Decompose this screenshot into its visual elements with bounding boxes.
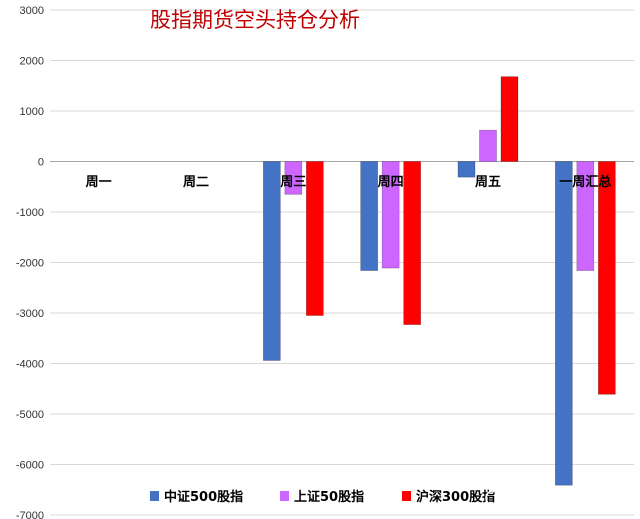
legend-swatch [280, 491, 289, 501]
chart-title: 股指期货空头持仓分析 [150, 8, 360, 32]
category-label: 周五 [475, 175, 501, 190]
watermark: 雪球：冯晓宁 [485, 490, 596, 508]
y-tick-label: -4000 [16, 359, 44, 371]
y-tick-label: -1000 [16, 207, 44, 219]
bar-1-6 [555, 161, 573, 486]
legend: 中证500股指 上证50股指 沪深300股指 [150, 489, 495, 505]
y-tick-label: 1000 [20, 106, 44, 118]
grid-lines [50, 9, 634, 516]
y-tick-label: 3000 [20, 5, 44, 17]
legend-swatch [150, 491, 159, 501]
y-tick-label: -5000 [16, 409, 44, 421]
legend-swatch [402, 491, 411, 501]
bar-2-6 [576, 161, 595, 271]
y-tick-label: -2000 [16, 258, 44, 270]
bar-2-3 [284, 161, 303, 195]
bar-3-4 [403, 161, 421, 325]
bar-3-6 [598, 161, 616, 395]
category-labels: 周一 周二 周三 周四 周五 一周汇总 [86, 174, 612, 190]
bar-1-4 [360, 161, 378, 271]
bars [263, 76, 616, 486]
legend-label: 上证50股指 [294, 489, 364, 505]
y-tick-label: 2000 [20, 56, 44, 68]
category-label: 周二 [183, 175, 209, 190]
bar-2-5 [479, 129, 497, 162]
bar-2-4 [381, 161, 400, 269]
legend-label: 沪深300股指 [416, 489, 495, 505]
bar-1-5 [457, 161, 476, 178]
bar-3-5 [500, 76, 519, 162]
watermark-logo-icon [485, 490, 501, 506]
y-tick-label: -7000 [16, 510, 44, 519]
y-tick-label: -3000 [16, 308, 44, 320]
category-label: 周三 [280, 175, 306, 190]
bar-3-3 [306, 161, 324, 316]
legend-label: 中证500股指 [164, 489, 243, 505]
y-tick-label: -6000 [16, 460, 44, 472]
category-label: 周四 [378, 175, 404, 190]
category-label: 周一 [86, 175, 112, 190]
category-label: 一周汇总 [559, 174, 611, 190]
y-axis-ticks: 3000 2000 1000 0 -1000 -2000 -3000 -4000 -5000 -6… [16, 5, 44, 519]
bar-1-3 [263, 161, 281, 361]
y-tick-label: 0 [38, 157, 44, 169]
watermark-text: 雪球：冯晓宁 [506, 490, 596, 508]
